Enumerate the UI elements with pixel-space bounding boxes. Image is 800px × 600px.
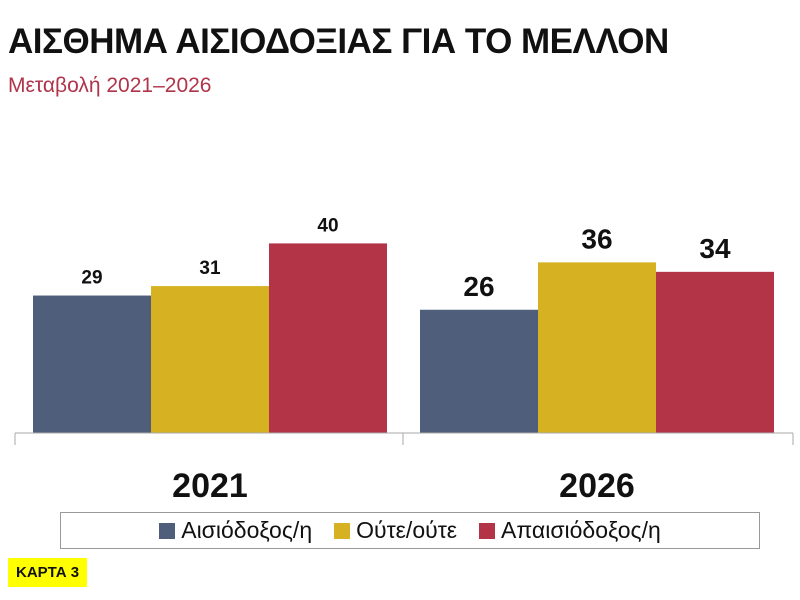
legend-swatch (334, 522, 351, 539)
category-label: 2021 (172, 467, 248, 505)
legend-item: Απαισιόδοξος/η (479, 517, 661, 544)
bar (656, 271, 774, 433)
data-label: 31 (199, 258, 221, 279)
chart-title: ΑΙΣΘΗΜΑ ΑΙΣΙΟΔΟΞΙΑΣ ΓΙΑ ΤΟ ΜΕΛΛΟΝ (8, 22, 669, 61)
bar (538, 262, 656, 433)
chart-subtitle: Μεταβολή 2021–2026 (8, 74, 212, 97)
legend-swatch (479, 522, 496, 539)
bar (151, 286, 269, 433)
legend-swatch (159, 522, 176, 539)
legend-label: Ούτε/ούτε (356, 517, 458, 543)
data-label: 29 (81, 268, 102, 289)
legend-item: Ούτε/ούτε (334, 517, 457, 544)
legend: Αισιόδοξος/η Ούτε/ούτε Απαισιόδοξος/η (60, 512, 760, 549)
legend-label: Αισιόδοξος/η (181, 517, 313, 543)
bar (420, 309, 538, 433)
data-label: 34 (699, 233, 731, 264)
category-label: 2026 (559, 467, 635, 505)
data-label: 40 (317, 215, 338, 236)
card-badge: ΚΑΡΤΑ 3 (8, 558, 88, 587)
legend-label: Απαισιόδοξος/η (501, 517, 661, 543)
bar (269, 243, 387, 433)
data-label: 36 (581, 223, 612, 254)
bar (33, 295, 151, 433)
data-label: 26 (463, 271, 494, 302)
legend-item: Αισιόδοξος/η (159, 517, 312, 544)
